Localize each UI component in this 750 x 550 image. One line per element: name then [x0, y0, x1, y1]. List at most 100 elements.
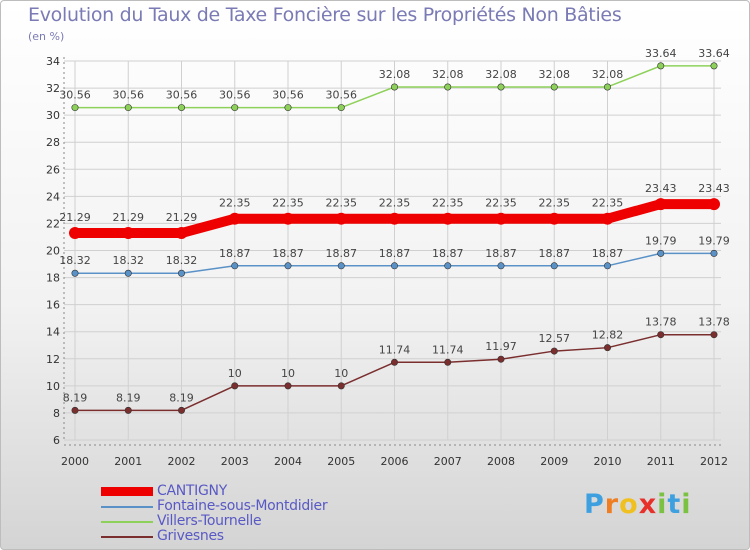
- data-point-grivesnes: [124, 406, 132, 414]
- data-point-cantigny: [282, 212, 294, 225]
- data-point-fontaine-sous-montdidier: [657, 249, 665, 257]
- data-label-grivesnes: 10: [228, 367, 242, 380]
- data-point-cantigny: [548, 212, 561, 225]
- data-label-fontaine-sous-montdidier: 19.79: [645, 234, 677, 247]
- data-point-cantigny: [654, 198, 667, 211]
- x-tick-label: 2005: [327, 455, 355, 468]
- data-point-cantigny: [228, 212, 241, 225]
- data-point-grivesnes: [710, 331, 718, 339]
- data-point-villers-tournelle: [71, 104, 79, 112]
- x-tick-label: 2007: [434, 455, 462, 468]
- legend-label: CANTIGNY: [157, 483, 227, 499]
- data-point-cantigny: [388, 212, 401, 225]
- data-label-cantigny: 21.29: [113, 211, 145, 224]
- legend-swatch: [101, 487, 153, 496]
- data-label-grivesnes: 8.19: [63, 391, 88, 404]
- data-point-grivesnes: [603, 344, 611, 352]
- logo-letter: P: [584, 489, 605, 520]
- data-label-fontaine-sous-montdidier: 19.79: [698, 234, 730, 247]
- data-label-cantigny: 21.29: [166, 211, 198, 224]
- legend-swatch: [101, 536, 153, 538]
- data-label-fontaine-sous-montdidier: 18.87: [485, 247, 517, 260]
- data-point-cantigny: [708, 198, 720, 211]
- data-label-fontaine-sous-montdidier: 18.87: [432, 247, 464, 260]
- data-point-fontaine-sous-montdidier: [497, 262, 505, 270]
- data-label-villers-tournelle: 30.56: [219, 89, 251, 102]
- x-tick-label: 2001: [114, 455, 142, 468]
- y-tick-label: 28: [46, 136, 60, 149]
- data-point-grivesnes: [337, 382, 345, 390]
- data-label-fontaine-sous-montdidier: 18.32: [59, 254, 91, 267]
- legend-swatch: [101, 521, 153, 523]
- data-point-fontaine-sous-montdidier: [284, 262, 292, 270]
- data-point-villers-tournelle: [550, 83, 558, 91]
- y-tick-label: 22: [46, 217, 60, 230]
- data-label-fontaine-sous-montdidier: 18.32: [166, 254, 198, 267]
- data-label-cantigny: 22.35: [592, 197, 624, 210]
- chart-title: Evolution du Taux de Taxe Foncière sur l…: [28, 4, 622, 26]
- data-label-fontaine-sous-montdidier: 18.87: [592, 247, 624, 260]
- logo-letter: o: [619, 489, 639, 520]
- logo-letter: x: [638, 489, 658, 520]
- y-tick-label: 20: [46, 245, 60, 258]
- data-point-cantigny: [601, 212, 614, 225]
- y-tick-label: 12: [46, 353, 60, 366]
- data-point-cantigny: [69, 227, 81, 240]
- data-label-fontaine-sous-montdidier: 18.87: [219, 247, 251, 260]
- logo-letter: i: [657, 489, 668, 520]
- data-label-grivesnes: 11.74: [432, 343, 464, 356]
- proxiti-logo: Proxiti: [584, 489, 692, 520]
- data-label-fontaine-sous-montdidier: 18.87: [539, 247, 571, 260]
- data-label-grivesnes: 13.78: [645, 316, 677, 329]
- data-point-grivesnes: [657, 331, 665, 339]
- y-tick-label: 16: [46, 299, 60, 312]
- data-label-cantigny: 22.35: [539, 197, 571, 210]
- logo-letter: t: [667, 489, 682, 520]
- data-label-grivesnes: 8.19: [116, 391, 141, 404]
- data-point-grivesnes: [390, 358, 398, 366]
- data-point-villers-tournelle: [284, 104, 292, 112]
- data-point-cantigny: [175, 227, 188, 240]
- logo-letter: r: [604, 489, 620, 520]
- data-label-villers-tournelle: 32.08: [485, 68, 517, 81]
- data-point-fontaine-sous-montdidier: [710, 249, 718, 257]
- data-point-villers-tournelle: [444, 83, 452, 91]
- data-point-fontaine-sous-montdidier: [178, 269, 186, 277]
- data-label-villers-tournelle: 32.08: [379, 68, 411, 81]
- data-point-grivesnes: [497, 355, 505, 363]
- y-tick-label: 30: [46, 109, 60, 122]
- data-point-grivesnes: [444, 358, 452, 366]
- data-label-cantigny: 23.43: [645, 182, 677, 195]
- x-tick-label: 2011: [647, 455, 675, 468]
- y-tick-label: 32: [46, 82, 60, 95]
- data-point-villers-tournelle: [390, 83, 398, 91]
- data-label-villers-tournelle: 30.56: [272, 89, 304, 102]
- data-label-grivesnes: 13.78: [698, 316, 730, 329]
- data-point-grivesnes: [178, 406, 186, 414]
- x-tick-label: 2002: [168, 455, 196, 468]
- data-label-grivesnes: 12.82: [592, 329, 624, 342]
- data-label-villers-tournelle: 33.64: [698, 47, 730, 60]
- x-tick-label: 2012: [700, 455, 728, 468]
- data-point-villers-tournelle: [603, 83, 611, 91]
- data-label-villers-tournelle: 32.08: [539, 68, 571, 81]
- x-tick-label: 2006: [381, 455, 409, 468]
- y-tick-label: 24: [46, 190, 60, 203]
- legend-swatch: [101, 506, 153, 508]
- data-label-cantigny: 22.35: [485, 197, 517, 210]
- data-label-grivesnes: 12.57: [539, 332, 571, 345]
- y-tick-label: 26: [46, 163, 60, 176]
- data-point-fontaine-sous-montdidier: [124, 269, 132, 277]
- data-point-grivesnes: [231, 382, 239, 390]
- data-point-fontaine-sous-montdidier: [337, 262, 345, 270]
- data-label-villers-tournelle: 30.56: [326, 89, 358, 102]
- data-point-fontaine-sous-montdidier: [603, 262, 611, 270]
- data-label-grivesnes: 10: [281, 367, 295, 380]
- logo-letter: i: [681, 489, 692, 520]
- y-tick-label: 6: [53, 434, 60, 447]
- data-point-grivesnes: [550, 347, 558, 355]
- y-tick-label: 8: [53, 407, 60, 420]
- data-label-villers-tournelle: 30.56: [166, 89, 198, 102]
- legend-item-fontaine-sous-montdidier: Fontaine-sous-Montdidier: [101, 498, 401, 514]
